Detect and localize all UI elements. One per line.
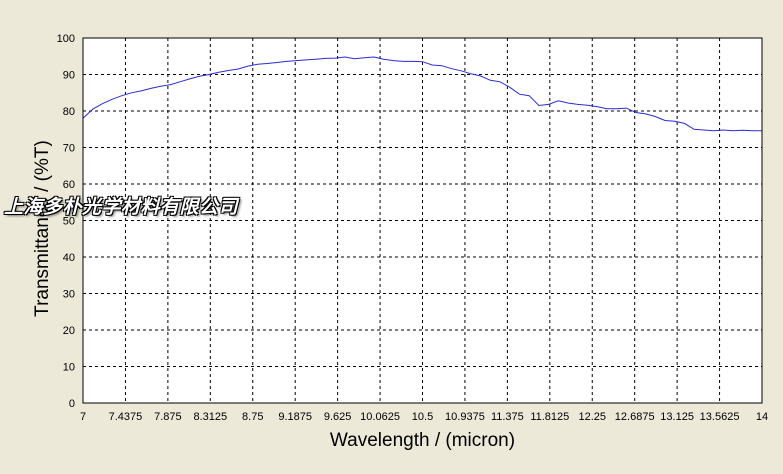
x-tick-label: 10.9375 (445, 411, 485, 423)
x-axis-label: Wavelength / (micron) (330, 430, 515, 451)
y-tick-label: 80 (63, 106, 75, 118)
company-watermark: 上海多朴光学材料有限公司 (4, 196, 239, 218)
y-tick-label: 30 (63, 289, 75, 301)
plot-frame (82, 37, 763, 404)
y-tick-label: 60 (63, 179, 75, 191)
y-tick-label: 0 (69, 398, 75, 410)
x-tick-label: 11.375 (491, 411, 524, 423)
x-axis-ticks: 7 7.4375 7.875 8.3125 8.75 9.1875 9.625 10.0625… (80, 411, 768, 423)
x-tick-label: 9.625 (324, 411, 352, 423)
x-tick-label: 10.5 (412, 411, 433, 423)
y-axis-ticks: 0 10 20 30 40 50 60 70 80 90 100 (57, 33, 75, 410)
y-tick-label: 50 (63, 216, 75, 228)
grid-lines (83, 38, 762, 403)
y-axis-label: Transmittance / (%T) (32, 140, 53, 317)
x-tick-label: 13.125 (660, 411, 694, 423)
y-tick-label: 40 (63, 252, 75, 264)
y-tick-label: 90 (63, 70, 75, 82)
x-tick-label: 7 (80, 411, 86, 423)
y-tick-label: 10 (63, 362, 75, 374)
x-tick-label: 8.75 (242, 411, 263, 423)
x-tick-label: 9.1875 (278, 411, 312, 423)
x-tick-label: 13.5625 (700, 411, 740, 423)
y-tick-label: 20 (63, 325, 75, 337)
transmittance-series-line (82, 56, 762, 132)
x-tick-label: 12.6875 (615, 411, 655, 423)
y-tick-label: 70 (63, 143, 75, 155)
x-tick-label: 14 (756, 411, 768, 423)
x-tick-label: 12.25 (578, 411, 606, 423)
y-tick-label: 100 (57, 33, 75, 45)
x-tick-label: 11.8125 (530, 411, 569, 423)
x-tick-label: 8.3125 (193, 411, 227, 423)
x-tick-label: 10.0625 (360, 411, 400, 423)
x-tick-label: 7.875 (154, 411, 182, 423)
x-tick-label: 7.4375 (109, 411, 143, 423)
